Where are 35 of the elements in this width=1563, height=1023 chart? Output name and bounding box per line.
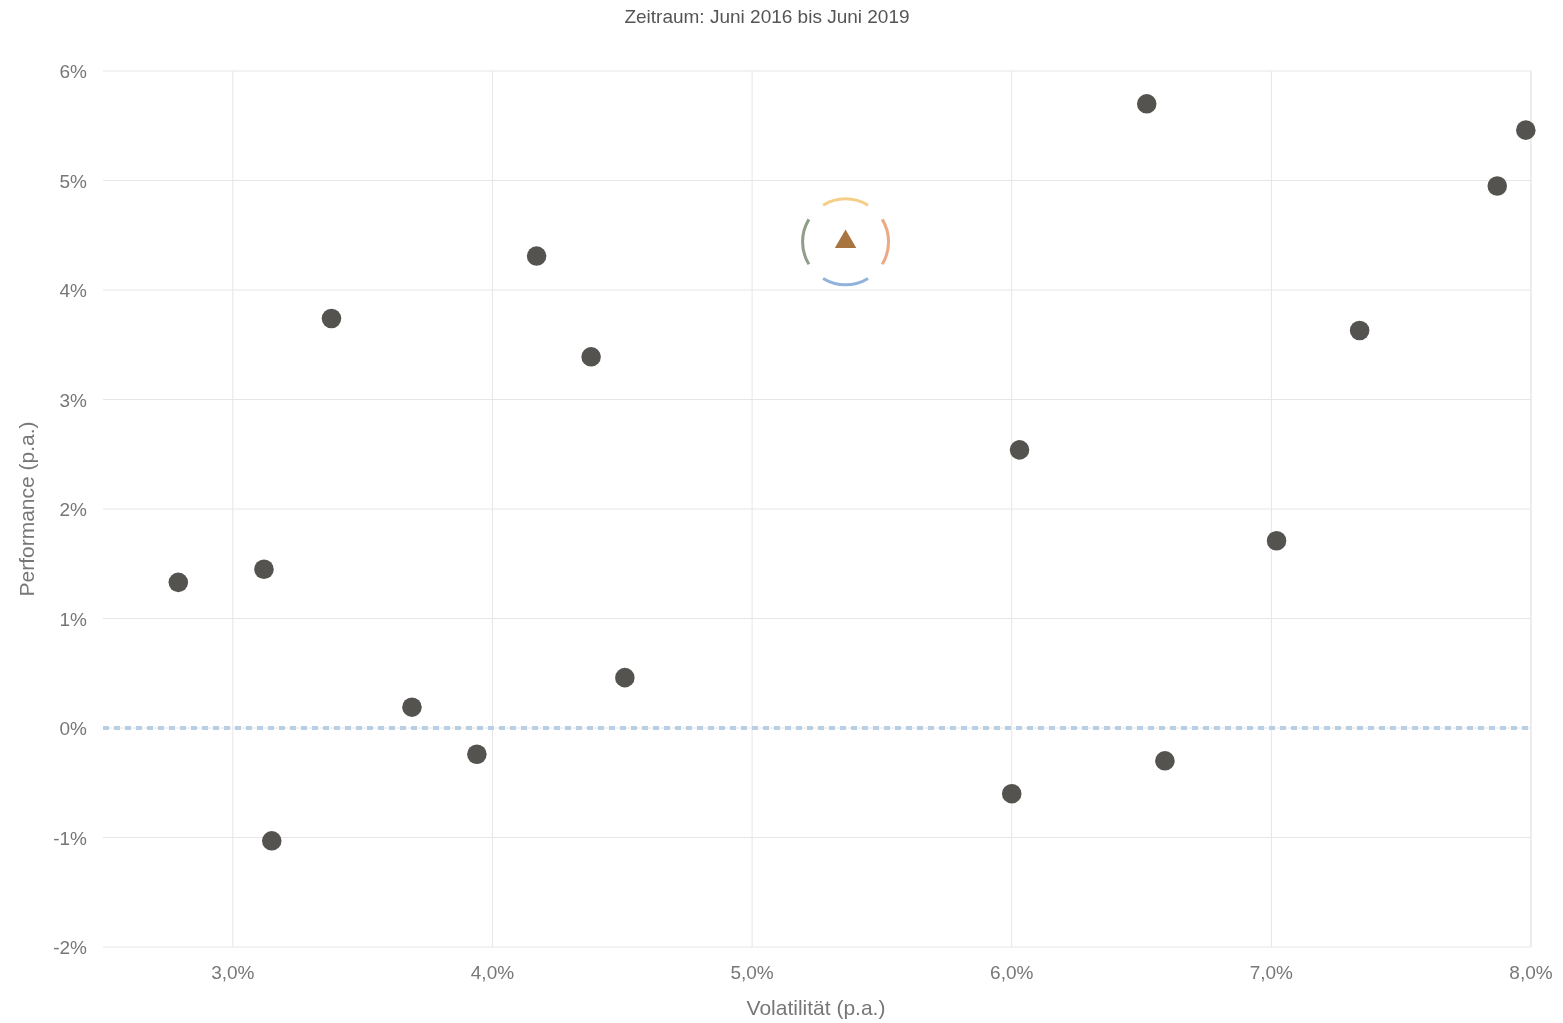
y-tick-label: 3% [59,389,88,411]
y-tick-label: 1% [59,608,88,630]
x-axis-title: Volatilität (p.a.) [746,996,886,1019]
y-tick-label: 5% [59,170,88,192]
x-tick-label: 8,0% [1509,962,1553,983]
x-tick-label: 5,0% [730,962,774,983]
point [1487,176,1508,196]
point [526,246,547,266]
point [581,347,601,367]
x-tick-label: 4,0% [470,962,515,983]
chart-title: Zeitraum: Juni 2016 bis Juni 2019 [624,6,910,27]
point [615,667,635,688]
point [1155,751,1175,771]
x-tick-label: 6,0% [990,962,1034,983]
point [1009,440,1030,460]
point [1266,531,1287,551]
y-tick-label: 0% [59,718,88,739]
point [1001,783,1022,804]
point [1516,120,1536,140]
point [168,572,189,593]
point [321,308,342,329]
x-tick-label: 3,0% [211,962,255,983]
y-tick-label: -2% [53,937,88,958]
x-tick-label: 7,0% [1249,962,1294,983]
point [261,831,282,851]
point [1349,320,1370,341]
point [467,744,487,765]
y-tick-label: 2% [59,499,88,520]
y-axis-title: Performance (p.a.) [15,421,38,597]
y-tick-label: 4% [59,280,88,301]
point [402,697,422,717]
y-tick-label: -1% [53,827,88,849]
y-tick-label: 6% [59,61,88,82]
point [1136,94,1157,114]
point [254,559,274,579]
